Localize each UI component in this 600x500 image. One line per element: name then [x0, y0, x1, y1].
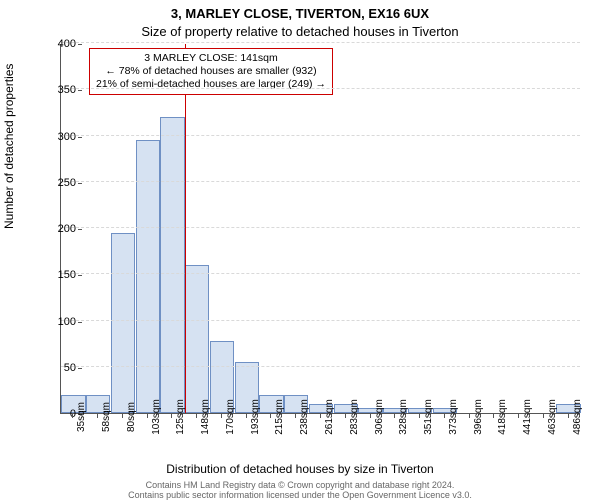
gridline: [61, 320, 580, 321]
x-tick-label: 80sqm: [126, 402, 137, 432]
footer-line2: Contains public sector information licen…: [128, 490, 472, 500]
x-tick-label: 125sqm: [175, 399, 186, 435]
x-tick-mark: [246, 414, 247, 418]
x-tick-label: 238sqm: [299, 399, 310, 435]
x-tick-label: 283sqm: [349, 399, 360, 435]
x-tick-label: 58sqm: [101, 402, 112, 432]
chart-title: 3, MARLEY CLOSE, TIVERTON, EX16 6UX: [0, 6, 600, 21]
y-tick: 150: [42, 269, 76, 281]
x-tick-mark: [147, 414, 148, 418]
y-tick: 250: [42, 177, 76, 189]
x-tick-label: 170sqm: [225, 399, 236, 435]
x-tick-mark: [518, 414, 519, 418]
x-tick-label: 215sqm: [274, 399, 285, 435]
x-tick-label: 441sqm: [522, 399, 533, 435]
gridline: [61, 227, 580, 228]
bar: [111, 233, 135, 413]
y-tick: 400: [42, 38, 76, 50]
y-tick: 100: [42, 316, 76, 328]
x-tick-label: 261sqm: [324, 399, 335, 435]
x-tick-mark: [221, 414, 222, 418]
x-tick-mark: [171, 414, 172, 418]
x-tick-label: 418sqm: [497, 399, 508, 435]
x-tick-mark: [295, 414, 296, 418]
x-tick-mark: [72, 414, 73, 418]
x-tick-label: 463sqm: [547, 399, 558, 435]
x-tick-label: 103sqm: [151, 399, 162, 435]
gridline: [61, 366, 580, 367]
x-tick-label: 193sqm: [250, 399, 261, 435]
y-tick: 0: [42, 408, 76, 420]
x-tick-mark: [568, 414, 569, 418]
x-tick-mark: [394, 414, 395, 418]
bar: [185, 265, 209, 413]
property-size-chart: 3, MARLEY CLOSE, TIVERTON, EX16 6UX Size…: [0, 0, 600, 500]
x-tick-mark: [97, 414, 98, 418]
x-tick-mark: [493, 414, 494, 418]
gridline: [61, 42, 580, 43]
footer-line1: Contains HM Land Registry data © Crown c…: [146, 480, 455, 490]
x-tick-mark: [469, 414, 470, 418]
chart-footer: Contains HM Land Registry data © Crown c…: [0, 480, 600, 500]
x-tick-mark: [419, 414, 420, 418]
x-tick-mark: [370, 414, 371, 418]
chart-subtitle: Size of property relative to detached ho…: [0, 24, 600, 39]
y-axis-label: Number of detached properties: [2, 64, 16, 229]
x-tick-label: 306sqm: [374, 399, 385, 435]
x-tick-mark: [444, 414, 445, 418]
x-tick-mark: [196, 414, 197, 418]
x-tick-mark: [270, 414, 271, 418]
x-tick-label: 351sqm: [423, 399, 434, 435]
x-tick-label: 486sqm: [572, 399, 583, 435]
x-tick-label: 35sqm: [76, 402, 87, 432]
plot-area: 3 MARLEY CLOSE: 141sqm ← 78% of detached…: [60, 44, 580, 414]
bar: [160, 117, 184, 413]
y-tick: 300: [42, 131, 76, 143]
bars-container: [61, 44, 580, 413]
annotation-line2: ← 78% of detached houses are smaller (93…: [96, 65, 326, 78]
y-tick: 350: [42, 84, 76, 96]
property-marker-line: [185, 44, 186, 413]
x-tick-mark: [122, 414, 123, 418]
x-tick-label: 396sqm: [473, 399, 484, 435]
x-tick-mark: [543, 414, 544, 418]
y-tick: 50: [42, 362, 76, 374]
x-axis-label: Distribution of detached houses by size …: [0, 462, 600, 476]
x-tick-label: 148sqm: [200, 399, 211, 435]
gridline: [61, 135, 580, 136]
gridline: [61, 273, 580, 274]
annotation-line1: 3 MARLEY CLOSE: 141sqm: [96, 52, 326, 65]
gridline: [61, 88, 580, 89]
x-tick-mark: [320, 414, 321, 418]
x-tick-label: 328sqm: [398, 399, 409, 435]
x-tick-mark: [345, 414, 346, 418]
gridline: [61, 181, 580, 182]
x-tick-label: 373sqm: [448, 399, 459, 435]
y-tick: 200: [42, 223, 76, 235]
